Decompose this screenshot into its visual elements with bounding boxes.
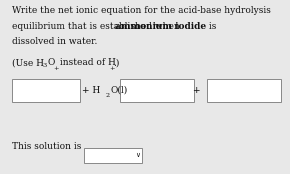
- Text: 3: 3: [42, 63, 46, 68]
- Text: +: +: [192, 86, 200, 95]
- FancyBboxPatch shape: [84, 148, 142, 163]
- Text: is: is: [206, 22, 216, 31]
- Text: 2: 2: [106, 93, 110, 98]
- FancyBboxPatch shape: [207, 79, 281, 102]
- Text: equilibrium that is established when: equilibrium that is established when: [12, 22, 182, 31]
- Text: Write the net ionic equation for the acid-base hydrolysis: Write the net ionic equation for the aci…: [12, 6, 271, 15]
- Text: +: +: [109, 66, 115, 71]
- Text: +: +: [54, 66, 59, 71]
- Text: dissolved in water.: dissolved in water.: [12, 37, 97, 46]
- Text: This solution is: This solution is: [12, 142, 81, 151]
- FancyBboxPatch shape: [12, 79, 80, 102]
- Text: ammonium iodide: ammonium iodide: [115, 22, 206, 31]
- Text: O(l): O(l): [110, 86, 128, 95]
- Text: instead of H: instead of H: [57, 58, 116, 67]
- Text: .): .): [113, 58, 119, 67]
- Text: (Use H: (Use H: [12, 58, 43, 67]
- Text: O: O: [47, 58, 55, 67]
- Text: ∨: ∨: [135, 152, 140, 158]
- FancyBboxPatch shape: [120, 79, 194, 102]
- Text: + H: + H: [82, 86, 100, 95]
